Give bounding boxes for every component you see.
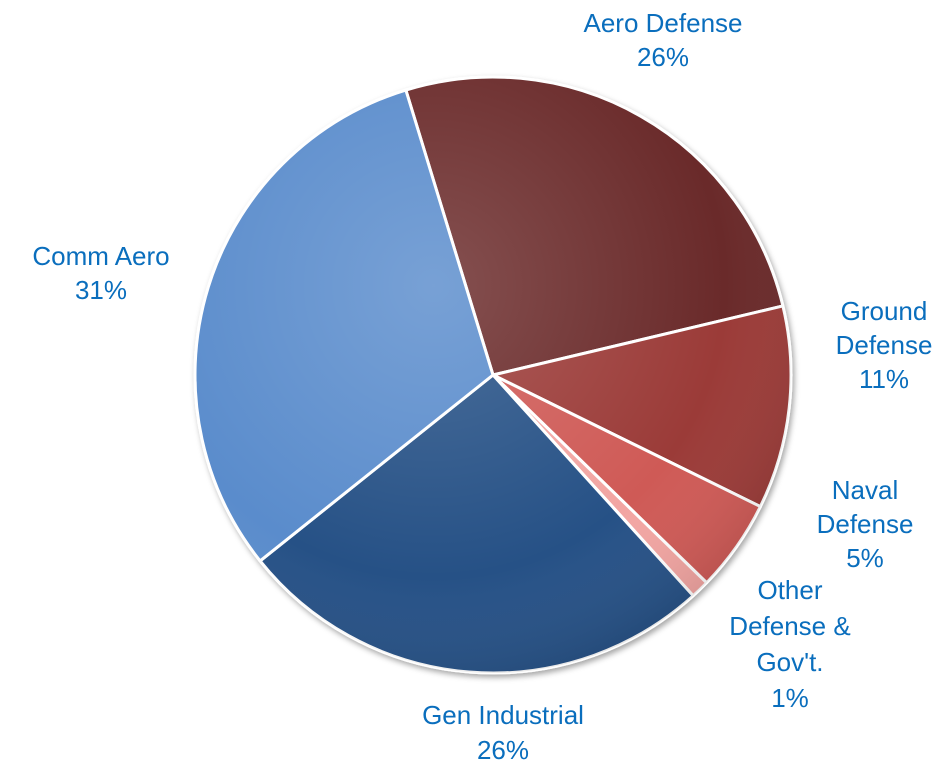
slice-label-ground-defense: Ground Defense 11% bbox=[836, 296, 933, 394]
pie-slices bbox=[193, 75, 793, 675]
slice-label-other-defense-gov-t: Other Defense & Gov't. 1% bbox=[729, 575, 850, 713]
slice-label-naval-defense: Naval Defense 5% bbox=[817, 475, 914, 573]
slice-label-comm-aero: Comm Aero 31% bbox=[32, 241, 169, 305]
slice-label-aero-defense: Aero Defense 26% bbox=[584, 8, 743, 72]
slice-label-gen-industrial: Gen Industrial 26% bbox=[422, 700, 584, 764]
slice-labels: Aero Defense 26% Ground Defense 11% Naval Defe… bbox=[32, 8, 932, 764]
